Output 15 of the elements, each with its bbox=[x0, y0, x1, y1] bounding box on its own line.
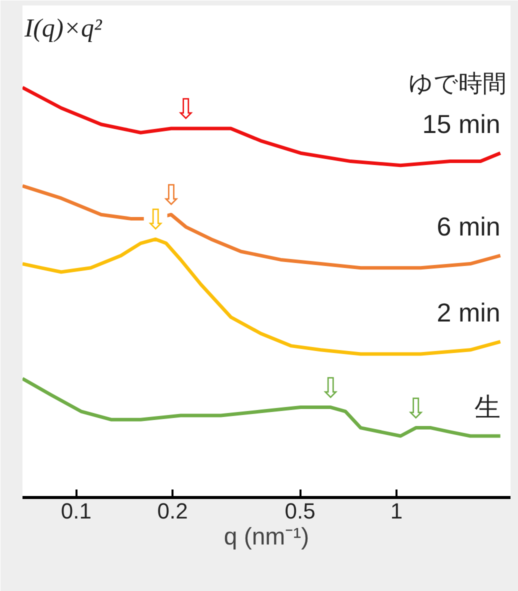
annotation: ⇩ bbox=[174, 92, 198, 126]
annotation: ⇩ bbox=[144, 203, 168, 236]
x-tick-label: 1 bbox=[390, 498, 403, 524]
series-label: 生 bbox=[474, 392, 500, 422]
x-axis-title: q (nm⁻¹) bbox=[224, 524, 310, 550]
x-tick-label: 0.5 bbox=[284, 498, 316, 524]
x-tick-label: 0.1 bbox=[60, 498, 92, 524]
x-tick-label: 0.2 bbox=[157, 498, 188, 524]
y-axis-title: I(q)×q² bbox=[24, 14, 104, 42]
annotation: ⇩ bbox=[404, 392, 428, 425]
series-label: 15 min bbox=[422, 109, 500, 140]
series-label: 2 min bbox=[436, 298, 500, 328]
legend-title: ゆで時間 bbox=[408, 70, 506, 98]
series-label: 6 min bbox=[436, 212, 500, 242]
annotation: ⇩ bbox=[318, 371, 342, 404]
